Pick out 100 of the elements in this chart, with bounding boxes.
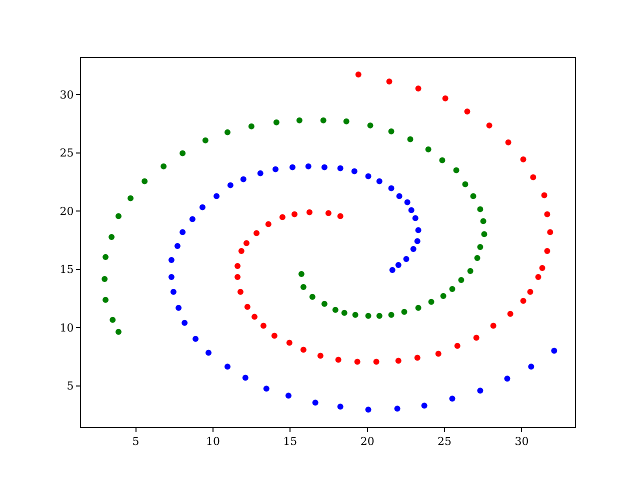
point (337, 213, 344, 220)
point (168, 256, 174, 263)
point (407, 136, 414, 142)
y-tick-label: 30 (60, 88, 74, 102)
point (244, 304, 250, 310)
point (403, 256, 410, 262)
point (116, 328, 122, 335)
point (305, 163, 312, 170)
point (388, 128, 394, 134)
point (449, 396, 456, 402)
point (286, 340, 292, 346)
point (292, 211, 298, 218)
point (477, 388, 484, 394)
point (142, 178, 148, 184)
point (296, 117, 302, 124)
point (520, 298, 526, 304)
point (257, 170, 264, 176)
point (285, 392, 292, 399)
point (527, 288, 534, 295)
point (341, 310, 348, 316)
point (404, 199, 410, 206)
x-tick-label: 5 (132, 435, 140, 448)
point (453, 167, 460, 174)
point (298, 270, 304, 277)
y-tick-label: 5 (66, 380, 74, 393)
point (477, 244, 484, 250)
point (240, 176, 246, 182)
point (108, 234, 115, 240)
point (528, 364, 534, 370)
point (182, 320, 188, 326)
point (462, 181, 468, 188)
point (439, 157, 446, 164)
point (365, 173, 372, 180)
point (238, 248, 244, 254)
x-tick-label: 10 (206, 435, 220, 448)
point (395, 358, 402, 364)
point (174, 242, 180, 249)
point (320, 117, 326, 124)
point (415, 227, 422, 234)
point (227, 182, 234, 188)
point (273, 119, 280, 126)
point (535, 274, 542, 280)
point (551, 348, 558, 354)
point (306, 209, 312, 216)
point (272, 166, 279, 172)
x-tick-label: 25 (438, 435, 452, 448)
point (355, 72, 362, 78)
point (480, 218, 486, 224)
point (414, 354, 420, 361)
x-tick-label: 15 (283, 435, 298, 448)
point (176, 304, 182, 311)
point (490, 322, 496, 329)
point (544, 248, 550, 254)
point (254, 230, 260, 236)
point (234, 263, 241, 270)
point (373, 358, 380, 365)
point (265, 221, 272, 228)
x-tick-label: 20 (360, 435, 374, 448)
point (470, 193, 476, 200)
point (317, 352, 324, 359)
point (252, 314, 258, 320)
point (394, 406, 400, 412)
point (440, 292, 446, 299)
point (530, 174, 536, 180)
point (547, 229, 554, 236)
point (544, 211, 550, 218)
point (237, 288, 244, 295)
point (234, 274, 241, 280)
point (180, 229, 186, 236)
point (102, 254, 109, 260)
point (421, 402, 428, 409)
point (473, 334, 480, 341)
point (248, 123, 254, 130)
point (160, 163, 167, 170)
point (395, 262, 402, 268)
point (337, 404, 344, 410)
y-tick-label: 15 (60, 263, 74, 276)
point (168, 274, 174, 280)
point (332, 306, 338, 313)
y-tick-label: 20 (60, 204, 74, 218)
point (376, 312, 382, 319)
point (128, 195, 134, 202)
point (504, 376, 510, 382)
point (343, 118, 350, 124)
point (507, 310, 514, 317)
point (376, 178, 382, 184)
point (386, 78, 392, 85)
point (474, 254, 480, 261)
point (335, 356, 342, 363)
y-tick-label: 10 (60, 321, 74, 334)
y-tick-label: 25 (60, 146, 74, 160)
point (321, 300, 328, 307)
point (464, 108, 470, 114)
point (505, 139, 512, 146)
point (425, 146, 432, 152)
point (189, 216, 196, 222)
x-tick-label: 30 (514, 435, 529, 448)
point (388, 312, 394, 318)
point (289, 164, 296, 170)
point (300, 284, 306, 290)
